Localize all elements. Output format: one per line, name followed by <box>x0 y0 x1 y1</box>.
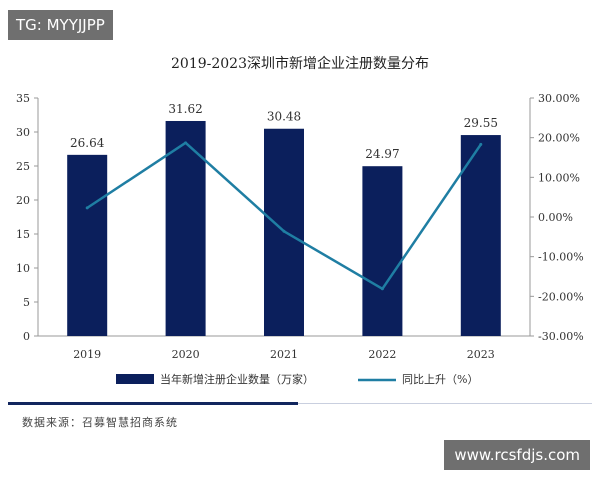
source-divider-dark <box>8 402 298 405</box>
y-right-tick-label: -10.00% <box>538 251 584 264</box>
x-tick-label: 2019 <box>73 348 101 361</box>
y-left-tick-label: 15 <box>16 228 30 241</box>
legend-label-bar: 当年新增注册企业数量（万家） <box>160 372 314 386</box>
watermark-bottom: www.rcsfdjs.com <box>444 440 590 470</box>
source-divider-light <box>298 403 592 404</box>
x-tick-label: 2023 <box>467 348 495 361</box>
chart-axes: 0 5 10 15 20 25 30 35 -30.00% -20.00% -10.00% 0.00%… <box>16 92 584 361</box>
x-tick-label: 2022 <box>368 348 396 361</box>
y-left-tick-label: 35 <box>16 92 30 105</box>
legend-swatch-bar <box>116 374 154 384</box>
y-left-tick-label: 5 <box>23 296 30 309</box>
line-point <box>184 141 188 145</box>
bar <box>165 120 206 336</box>
line-series <box>85 141 483 291</box>
source-note: 数据来源：召募智慧招商系统 <box>22 416 178 429</box>
x-tick-label: 2021 <box>270 348 298 361</box>
bar-data-label: 26.64 <box>70 136 105 150</box>
y-right-tick-label: 10.00% <box>538 171 580 184</box>
bar <box>67 154 108 336</box>
bar-data-labels: 26.64 31.62 30.48 24.97 29.55 <box>70 102 498 161</box>
line-point <box>380 287 384 291</box>
bar-data-label: 31.62 <box>168 102 202 116</box>
x-tick-label: 2020 <box>172 348 200 361</box>
line-point <box>85 206 89 210</box>
y-left-tick-label: 10 <box>16 262 30 275</box>
bar-data-label: 30.48 <box>267 110 301 124</box>
watermark-top: TG: MYYJJPP <box>8 10 113 40</box>
y-right-tick-label: 20.00% <box>538 132 580 145</box>
line-point <box>479 142 483 146</box>
y-left-tick-label: 0 <box>23 330 30 343</box>
y-right-tick-label: 0.00% <box>538 211 573 224</box>
chart-title: 2019-2023深圳市新增企业注册数量分布 <box>171 55 429 72</box>
y-left-tick-label: 20 <box>16 194 30 207</box>
legend: 当年新增注册企业数量（万家） 同比上升（%） <box>116 372 478 386</box>
y-left-tick-label: 25 <box>16 160 30 173</box>
y-right-tick-label: -30.00% <box>538 330 584 343</box>
y-right-tick-label: -20.00% <box>538 290 584 303</box>
bar <box>362 166 403 336</box>
bar <box>460 135 501 336</box>
bar-data-label: 29.55 <box>464 116 498 130</box>
y-right-tick-label: 30.00% <box>538 92 580 105</box>
legend-label-line: 同比上升（%） <box>402 373 478 386</box>
line-point <box>282 229 286 233</box>
bar-series <box>67 120 501 336</box>
bar-data-label: 24.97 <box>365 147 399 161</box>
y-left-tick-label: 30 <box>16 126 30 139</box>
